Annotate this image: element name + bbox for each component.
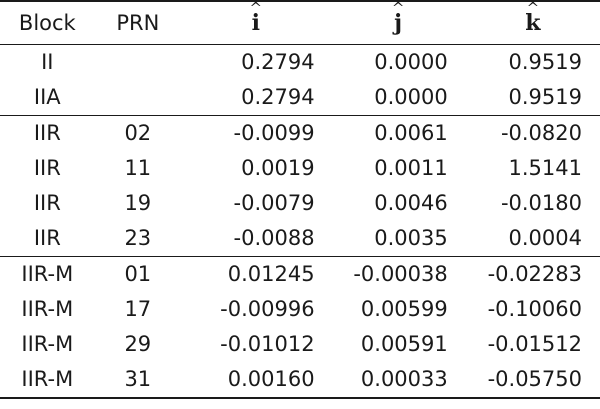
- cell-k: -0.10060: [487, 297, 582, 321]
- header-row: Block PRN ^ i ^ j ^ k: [0, 0, 600, 45]
- cell-j: 0.00599: [360, 297, 448, 321]
- k-hat-symbol: ^ k: [525, 1, 541, 36]
- cell-block: IIA: [33, 85, 61, 109]
- cell-k: 0.0004: [508, 226, 582, 250]
- table-row: IIR-M 17 -0.00996 0.00599 -0.10060: [0, 292, 600, 327]
- cell-block: IIR: [33, 226, 61, 250]
- header-prn: PRN: [94, 0, 182, 45]
- header-k-unit-vector: ^ k: [465, 0, 600, 45]
- cell-j: 0.00591: [360, 332, 448, 356]
- cell-block: IIR-M: [21, 297, 74, 321]
- cell-k: 0.9519: [508, 85, 582, 109]
- cell-k: 1.5141: [508, 156, 582, 180]
- j-hat-symbol: ^ j: [392, 1, 405, 36]
- header-j-label: j: [394, 10, 403, 36]
- cell-k: -0.0180: [500, 191, 582, 215]
- header-j-unit-vector: ^ j: [330, 0, 466, 45]
- cell-block: IIR-M: [0, 362, 95, 399]
- table-header: Block PRN ^ i ^ j ^ k: [0, 0, 600, 45]
- cell-prn: 31: [94, 362, 182, 399]
- cell-prn: [95, 80, 181, 116]
- cell-k: -0.05750: [465, 362, 600, 399]
- cell-prn: [95, 45, 181, 81]
- table-row: IIR-M 01 0.01245 -0.00038 -0.02283: [0, 256, 600, 292]
- table-row: IIR-M 29 -0.01012 0.00591 -0.01512: [0, 327, 600, 362]
- cell-block: IIR: [33, 156, 61, 180]
- table-row: IIR-M 31 0.00160 0.00033 -0.05750: [0, 362, 600, 399]
- cell-i: 0.00160: [181, 362, 331, 399]
- cell-i: -0.0099: [181, 115, 331, 151]
- cell-block: IIR-M: [0, 256, 95, 292]
- header-block: Block: [0, 0, 95, 45]
- table-body: II 0.2794 0.0000 0.9519 IIA 0.2794 0.000…: [0, 45, 600, 399]
- cell-i: 0.01245: [181, 256, 331, 292]
- cell-k: -0.02283: [465, 256, 600, 292]
- cell-prn: 19: [124, 191, 152, 215]
- hat-accent: ^: [391, 0, 405, 17]
- cell-i: -0.01012: [220, 332, 315, 356]
- cell-j: 0.0046: [374, 191, 448, 215]
- cell-block: IIR: [33, 191, 61, 215]
- cell-j: 0.0000: [374, 85, 448, 109]
- cell-j: -0.00038: [330, 256, 466, 292]
- cell-prn: 02: [94, 115, 182, 151]
- cell-prn: 11: [124, 156, 152, 180]
- header-k-label: k: [525, 10, 541, 36]
- table-row: IIR 02 -0.0099 0.0061 -0.0820: [0, 115, 600, 151]
- hat-accent: ^: [249, 0, 263, 17]
- table-row: II 0.2794 0.0000 0.9519: [0, 45, 600, 81]
- cell-prn: 01: [94, 256, 182, 292]
- header-i-unit-vector: ^ i: [181, 0, 331, 45]
- cell-j: 0.0011: [374, 156, 448, 180]
- cell-k: -0.01512: [487, 332, 582, 356]
- cell-j: 0.0035: [374, 226, 448, 250]
- cell-i: 0.0019: [241, 156, 315, 180]
- table-row: IIR 19 -0.0079 0.0046 -0.0180: [0, 186, 600, 221]
- hat-accent: ^: [526, 0, 540, 17]
- table-row: IIR 11 0.0019 0.0011 1.5141: [0, 151, 600, 186]
- satellite-vector-table: Block PRN ^ i ^ j ^ k II 0.2794 0.0000 0.95…: [0, 0, 600, 399]
- header-i-label: i: [251, 10, 260, 36]
- cell-prn: 17: [124, 297, 152, 321]
- table-row: IIR 23 -0.0088 0.0035 0.0004: [0, 221, 600, 257]
- cell-k: -0.0820: [465, 115, 600, 151]
- cell-i: -0.0088: [233, 226, 315, 250]
- i-hat-symbol: ^ i: [249, 1, 262, 36]
- cell-i: 0.2794: [241, 85, 315, 109]
- cell-k: 0.9519: [508, 50, 582, 74]
- table-row: IIA 0.2794 0.0000 0.9519: [0, 80, 600, 116]
- cell-i: 0.2794: [241, 50, 315, 74]
- cell-block: II: [41, 50, 54, 74]
- cell-j: 0.00033: [330, 362, 466, 399]
- cell-j: 0.0061: [330, 115, 466, 151]
- cell-block: IIR-M: [21, 332, 74, 356]
- cell-prn: 29: [124, 332, 152, 356]
- cell-i: -0.0079: [233, 191, 315, 215]
- cell-prn: 23: [124, 226, 152, 250]
- cell-block: IIR: [0, 115, 95, 151]
- cell-j: 0.0000: [374, 50, 448, 74]
- cell-i: -0.00996: [220, 297, 315, 321]
